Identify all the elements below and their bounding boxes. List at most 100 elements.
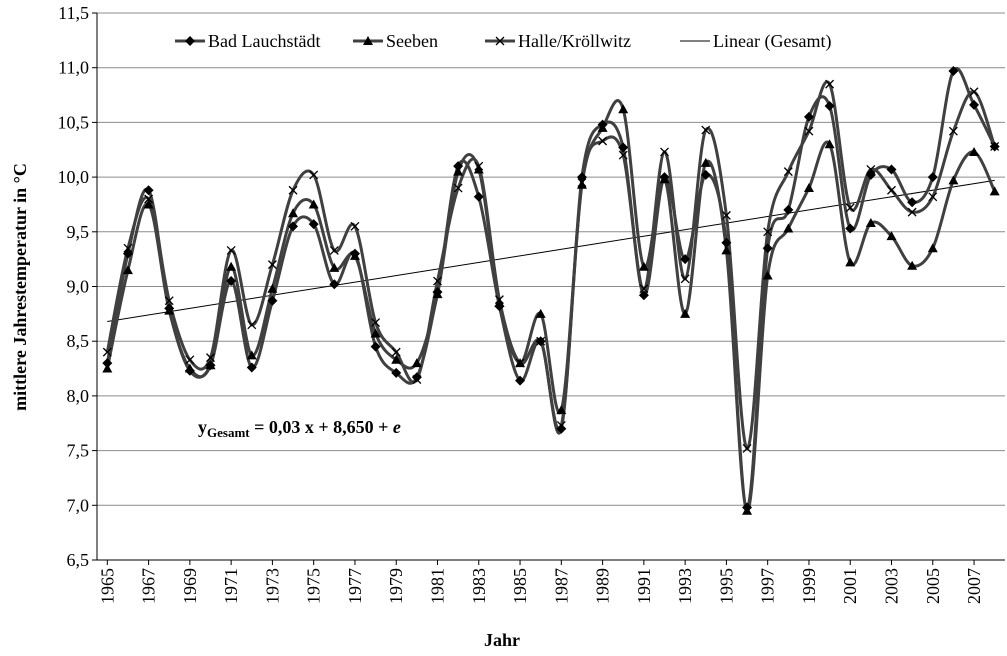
marker	[825, 79, 835, 89]
marker	[638, 261, 649, 271]
marker	[928, 192, 938, 202]
legend-label: Linear (Gesamt)	[713, 31, 831, 52]
marker	[143, 185, 154, 196]
series-line	[105, 99, 997, 513]
marker	[185, 355, 195, 365]
marker	[639, 284, 649, 294]
legend-label: Seeben	[386, 31, 438, 51]
marker	[866, 164, 876, 174]
marker	[308, 199, 319, 209]
marker	[659, 174, 670, 184]
marker	[907, 207, 917, 217]
marker	[432, 289, 443, 299]
marker	[494, 297, 505, 307]
marker	[309, 170, 319, 180]
marker	[473, 164, 484, 174]
marker	[556, 420, 566, 430]
x-axis-label: Jahr	[484, 630, 520, 650]
marker	[536, 336, 546, 346]
legend-label: Bad Lauchstädt	[208, 31, 320, 51]
marker	[680, 308, 691, 318]
y-tick-label: 8,5	[67, 331, 90, 351]
x-tick-label: 1981	[428, 568, 448, 604]
x-tick-label: 1999	[799, 568, 819, 604]
marker	[989, 186, 1000, 196]
marker	[226, 245, 236, 255]
marker	[288, 185, 298, 195]
marker	[329, 279, 340, 290]
marker	[349, 250, 360, 260]
marker	[618, 142, 629, 153]
y-tick-label: 11,0	[58, 58, 89, 78]
marker	[969, 99, 980, 110]
marker	[803, 111, 814, 122]
marker	[701, 125, 711, 135]
marker	[494, 295, 504, 305]
marker	[803, 183, 814, 193]
equation-sub: Gesamt	[207, 425, 250, 440]
marker	[102, 347, 112, 357]
marker	[515, 375, 526, 386]
x-tick-label: 1967	[139, 568, 159, 604]
marker	[515, 358, 525, 368]
marker	[453, 183, 463, 193]
x-tick-label: 1987	[551, 568, 571, 604]
equation-rest: = 0,03 x + 8,650 +	[250, 417, 393, 437]
y-tick-label: 9,0	[67, 277, 90, 297]
y-tick-label: 8,0	[67, 386, 90, 406]
y-tick-label: 6,5	[67, 550, 90, 570]
legend-marker	[495, 36, 505, 46]
y-tick-label: 7,0	[67, 495, 90, 515]
legend-marker	[185, 36, 195, 46]
marker	[556, 423, 567, 434]
marker	[102, 358, 113, 369]
marker	[927, 172, 938, 183]
x-tick-label: 1989	[593, 568, 613, 604]
marker	[350, 221, 360, 231]
marker	[700, 169, 711, 180]
marker	[886, 164, 897, 175]
marker	[845, 257, 856, 267]
marker	[247, 320, 257, 330]
marker	[267, 260, 277, 270]
marker	[535, 308, 546, 318]
marker	[887, 185, 896, 195]
marker	[226, 276, 237, 287]
y-tick-label: 7,5	[67, 441, 90, 461]
marker	[308, 219, 319, 230]
marker	[433, 276, 442, 286]
x-tick-label: 1965	[97, 568, 117, 604]
marker	[927, 243, 938, 253]
marker	[164, 305, 175, 315]
marker	[226, 261, 237, 271]
y-tick-label: 10,0	[58, 167, 90, 187]
marker	[144, 194, 154, 204]
marker	[123, 243, 133, 253]
marker	[824, 139, 835, 149]
marker	[412, 375, 422, 384]
x-tick-label: 1975	[304, 568, 324, 604]
x-tick-label: 2005	[923, 568, 943, 604]
y-axis-label: mittlere Jahrestemperatur in °C	[10, 163, 30, 411]
marker	[391, 347, 401, 357]
marker	[948, 126, 958, 136]
marker	[948, 175, 959, 185]
marker	[246, 350, 257, 360]
marker	[618, 104, 629, 114]
marker	[762, 270, 773, 280]
marker	[411, 358, 422, 368]
legend-label: Halle/Kröllwitz	[518, 31, 631, 51]
y-tick-label: 10,5	[58, 112, 90, 132]
marker	[845, 203, 855, 213]
marker	[473, 191, 484, 202]
marker	[742, 443, 752, 453]
marker	[700, 157, 711, 167]
x-tick-label: 1971	[221, 568, 241, 604]
marker	[598, 136, 608, 146]
marker	[948, 65, 959, 76]
marker	[329, 245, 339, 255]
marker	[246, 362, 257, 373]
marker	[721, 237, 732, 248]
marker	[205, 360, 216, 370]
marker	[577, 178, 587, 188]
